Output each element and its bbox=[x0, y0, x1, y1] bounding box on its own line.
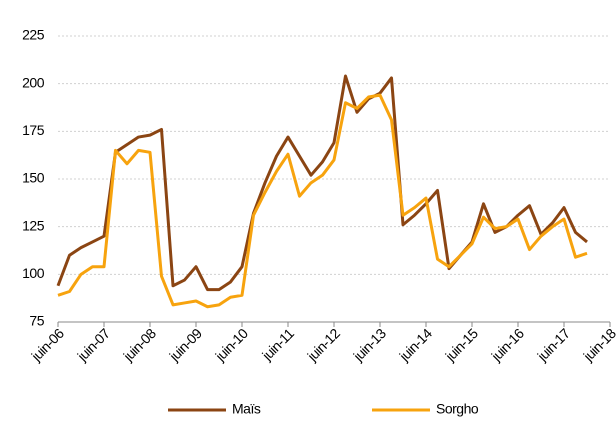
x-tick-label: juin-07 bbox=[73, 325, 113, 365]
x-tick-label: juin-13 bbox=[349, 325, 389, 365]
y-tick-label: 75 bbox=[29, 313, 44, 329]
series-line bbox=[57, 93, 588, 309]
legend-label: Sorgho bbox=[436, 401, 479, 417]
y-tick-label: 225 bbox=[22, 27, 45, 43]
x-tick-label: juin-18 bbox=[579, 325, 616, 365]
x-tick-label: juin-08 bbox=[119, 325, 159, 365]
y-tick-label: 100 bbox=[22, 265, 45, 281]
x-tick-label: juin-10 bbox=[211, 325, 251, 365]
x-tick-label: juin-06 bbox=[27, 325, 67, 365]
x-tick-label: juin-09 bbox=[165, 325, 205, 365]
x-tick-label: juin-12 bbox=[303, 325, 343, 365]
x-tick-label: juin-11 bbox=[258, 325, 297, 364]
y-tick-label: 200 bbox=[22, 74, 45, 90]
y-tick-label: 175 bbox=[22, 122, 45, 138]
legend-label: Maïs bbox=[232, 401, 261, 417]
x-tick-label: juin-17 bbox=[533, 325, 573, 365]
y-tick-label: 125 bbox=[22, 217, 45, 233]
x-tick-label: juin-16 bbox=[487, 325, 527, 365]
x-tick-label: juin-15 bbox=[441, 325, 481, 365]
x-tick-label: juin-14 bbox=[395, 325, 435, 365]
y-tick-label: 150 bbox=[22, 170, 45, 186]
series-line bbox=[56, 74, 588, 292]
